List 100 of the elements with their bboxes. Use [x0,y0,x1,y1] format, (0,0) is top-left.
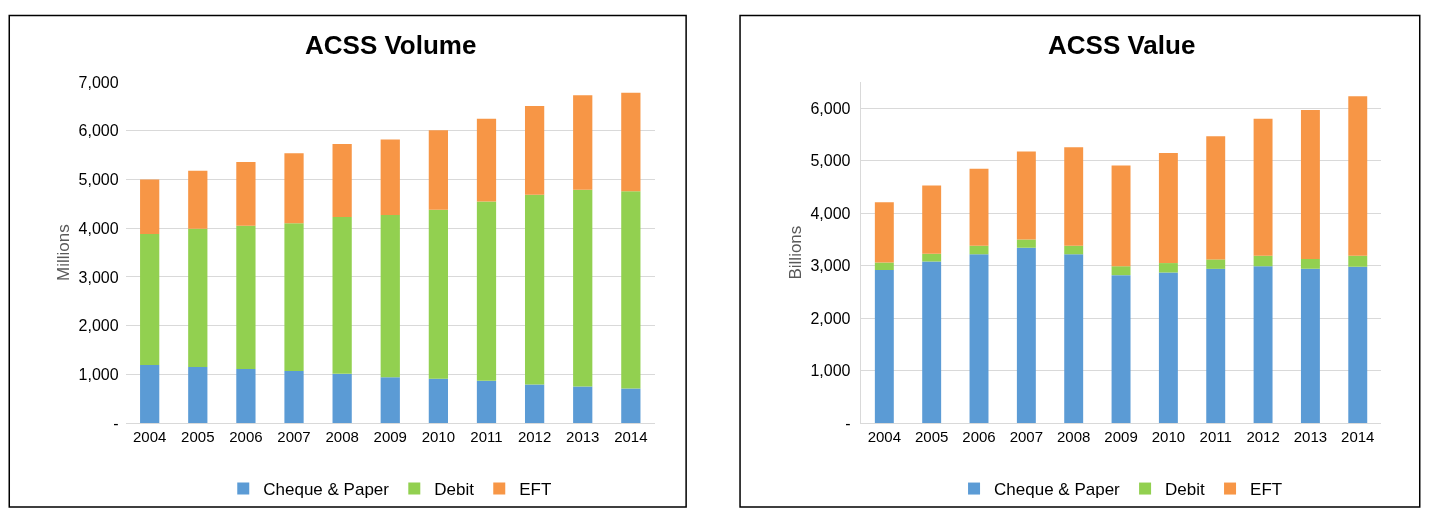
chart-title: ACSS Value [1048,30,1196,60]
bar [969,168,989,246]
x-tick-label: 2013 [1293,428,1328,446]
bar [332,144,352,218]
bar [428,130,448,210]
bar [922,261,942,424]
bar [380,215,400,378]
bar [1206,136,1226,260]
legend-label: Debit [1165,480,1206,500]
x-tick-label: 2008 [1057,428,1091,446]
bar [188,170,208,229]
bar [1016,247,1036,424]
bar [1206,268,1226,424]
bar [140,365,160,424]
x-tick-label: 2007 [277,428,311,446]
chart-title: ACSS Volume [305,30,477,60]
x-tick-label: 2012 [1246,428,1280,446]
legend-label: EFT [1250,480,1283,500]
legend-label: Cheque & Paper [994,480,1121,500]
x-tick-label: 2014 [1341,428,1375,446]
bar [476,201,497,381]
bar [1016,239,1036,248]
bar [1158,152,1178,264]
bar [1300,268,1320,424]
bar [188,228,208,368]
y-tick-label: - [113,414,119,432]
x-tick-label: 2008 [325,428,359,446]
bar [1348,255,1368,267]
x-tick-label: 2014 [614,428,648,446]
bar [922,253,942,262]
bar [236,225,256,369]
bar [874,262,894,270]
y-tick-label: 7,000 [78,73,119,91]
bar [332,217,352,374]
x-tick-label: 2013 [566,428,600,446]
bar [1300,258,1320,269]
bar [922,185,942,254]
x-tick-label: 2009 [373,428,407,446]
bar [874,269,894,424]
bar [524,384,545,424]
x-tick-label: 2006 [229,428,263,446]
x-tick-label: 2007 [1009,428,1044,446]
y-tick-label: - [845,414,851,432]
y-axis-title: Millions [54,224,74,281]
bar [428,378,448,424]
bar [1348,96,1368,256]
x-tick-label: 2004 [132,428,167,446]
x-tick-label: 2009 [1104,428,1138,446]
bar [380,139,400,216]
bar [524,194,545,385]
bar [476,118,497,202]
bar [621,388,641,424]
y-tick-label: 3,000 [810,257,851,275]
y-tick-label: 6,000 [810,99,851,117]
bar [1206,259,1226,269]
y-tick-label: 4,000 [78,219,119,237]
y-axis-title: Billions [785,225,805,280]
x-tick-label: 2011 [1199,428,1232,446]
bar [1158,263,1178,273]
y-tick-label: 1,000 [810,362,851,380]
y-tick-label: 2,000 [78,317,119,335]
bar [621,191,641,389]
bar [188,367,208,424]
bar [1064,147,1084,246]
bar [874,202,894,263]
bar [1253,255,1273,267]
x-tick-label: 2006 [962,428,996,446]
x-tick-label: 2010 [1151,428,1186,446]
x-tick-label: 2011 [470,428,503,446]
bar [1300,109,1320,259]
bar [1064,254,1084,424]
bar [1111,165,1131,267]
bar [524,106,545,195]
bar [236,368,256,424]
bar [573,95,593,190]
bar [284,370,304,424]
bar [1111,275,1131,424]
bar [1158,272,1178,424]
bar [1348,266,1368,424]
bar [1253,118,1273,256]
y-tick-label: 5,000 [78,171,119,189]
bar [969,254,989,424]
bar [284,153,304,224]
x-tick-label: 2004 [867,428,902,446]
legend-label: EFT [519,480,552,500]
legend-label: Cheque & Paper [263,480,390,500]
bar [332,373,352,424]
bar [284,223,304,371]
bar [428,209,448,379]
bar [1253,266,1273,424]
bar [1111,266,1131,276]
legend-label: Debit [434,480,475,500]
bar [621,92,641,192]
bar [140,234,160,366]
x-tick-label: 2005 [181,428,215,446]
y-tick-label: 2,000 [810,309,851,327]
bar [140,179,160,235]
bar [573,386,593,424]
bar [573,189,593,387]
x-tick-label: 2005 [914,428,949,446]
